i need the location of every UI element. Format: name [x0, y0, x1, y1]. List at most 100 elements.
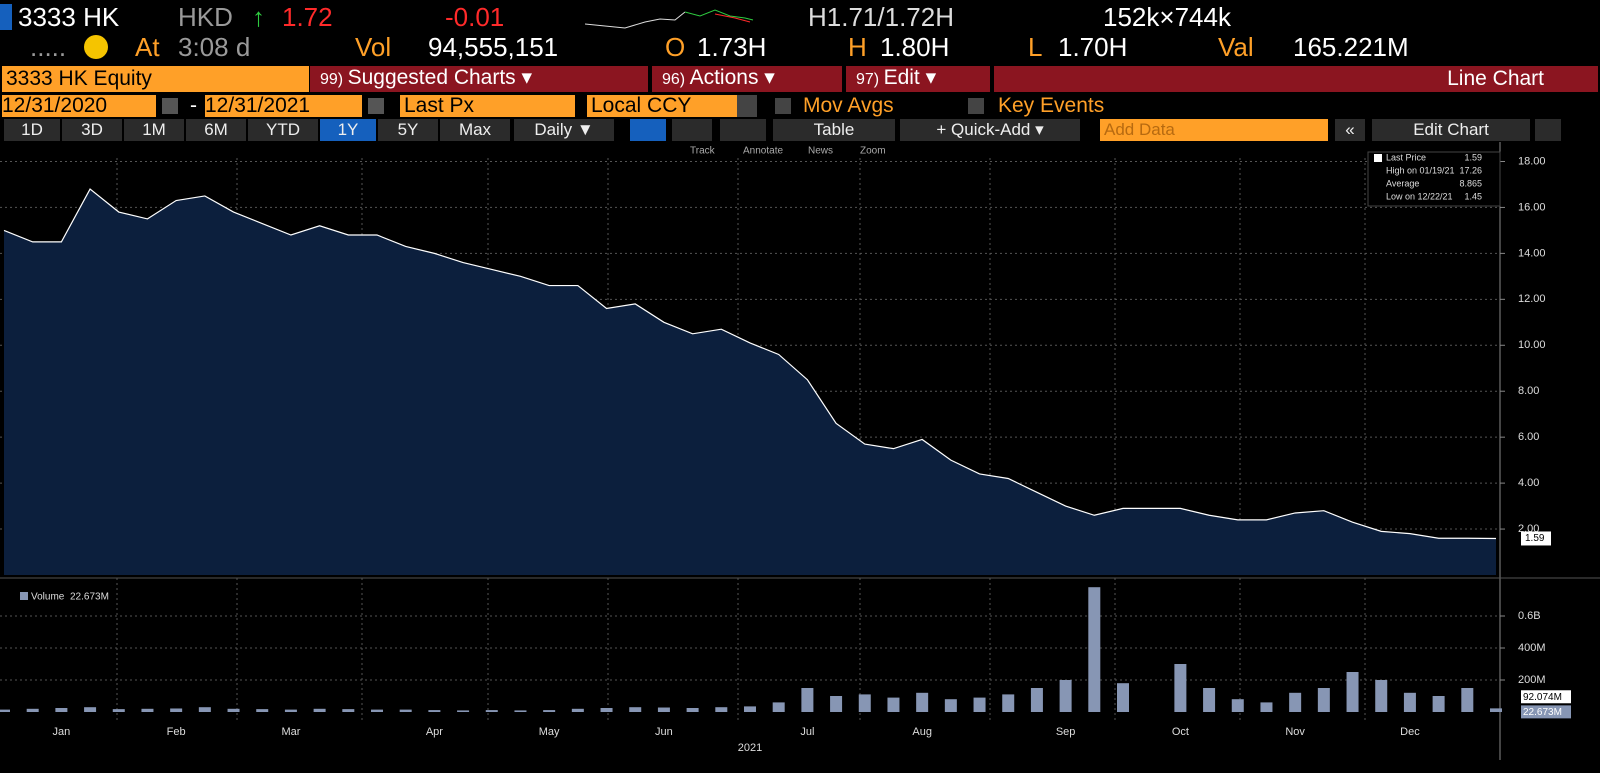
- avg-tag-label: 92.074M: [1523, 692, 1562, 703]
- num: 97): [856, 71, 880, 88]
- bar: [801, 688, 814, 712]
- period-button[interactable]: Max: [440, 119, 510, 141]
- add-data[interactable]: Add Data: [1100, 119, 1328, 141]
- x-tick-label: Nov: [1285, 726, 1305, 738]
- val: 165.221M: [1293, 32, 1409, 62]
- val-label: Val: [1218, 32, 1254, 62]
- end-date[interactable]: 12/31/2021: [205, 95, 362, 117]
- num: 96): [662, 71, 686, 88]
- y-tick-label: 18.00: [1518, 155, 1546, 167]
- bar: [1403, 692, 1416, 712]
- y-tick-label: 16.00: [1518, 201, 1546, 213]
- bar: [657, 707, 670, 712]
- arrow: ↑: [252, 2, 265, 32]
- bar: [284, 709, 297, 712]
- checkbox[interactable]: [775, 98, 791, 114]
- calendar-icon[interactable]: [162, 98, 178, 114]
- chart-type: Line Chart: [994, 66, 1598, 92]
- y-tick-label: 200M: [1518, 674, 1546, 686]
- bar: [485, 710, 498, 712]
- x-tick-label: Aug: [912, 726, 932, 738]
- bar: [744, 706, 756, 712]
- open-label: O: [665, 32, 686, 62]
- bar: [313, 708, 326, 712]
- table[interactable]: Table: [773, 119, 895, 141]
- bar: [830, 696, 843, 712]
- bar: [772, 702, 785, 712]
- period-button[interactable]: 3D: [62, 119, 122, 141]
- bar: [1088, 587, 1101, 712]
- settings[interactable]: [1535, 119, 1561, 141]
- bar: [571, 708, 584, 712]
- back[interactable]: «: [1335, 119, 1365, 141]
- bar: [916, 692, 929, 712]
- bar: [1432, 696, 1445, 712]
- chart-tool: Annotate: [743, 146, 783, 157]
- line: [3, 188, 1497, 540]
- legend-label: Low on 12/22/21: [1386, 191, 1453, 201]
- bar: [543, 710, 556, 712]
- last: 1.72: [282, 2, 333, 32]
- bar: [514, 710, 527, 712]
- currency-select[interactable]: Local CCY: [587, 95, 737, 117]
- security[interactable]: 3333 HK Equity: [2, 66, 309, 92]
- period-button[interactable]: YTD: [248, 119, 318, 141]
- open: 1.73H: [697, 32, 767, 62]
- legend-label: Average: [1386, 178, 1419, 188]
- period-button[interactable]: 5Y: [378, 119, 438, 141]
- bar: [1461, 688, 1474, 712]
- frequency[interactable]: Daily ▼: [514, 119, 614, 141]
- quick-add[interactable]: + Quick-Add ▾: [900, 119, 1080, 141]
- x-tick-label: Feb: [167, 726, 186, 738]
- mov-avgs[interactable]: Mov Avgs: [803, 94, 894, 117]
- field[interactable]: Last Px: [400, 95, 575, 117]
- bar: [256, 709, 269, 712]
- bar: [0, 709, 10, 712]
- separator: -: [190, 94, 197, 117]
- ticker: 3333 HK: [18, 2, 120, 32]
- low-label: L: [1028, 32, 1043, 62]
- bar: [715, 707, 728, 712]
- last-vol-label: 22.673M: [1523, 707, 1562, 718]
- period-button[interactable]: 6M: [186, 119, 246, 141]
- edit-chart[interactable]: Edit Chart: [1372, 119, 1530, 141]
- y-tick-label: 14.00: [1518, 247, 1546, 259]
- line-icon[interactable]: [630, 119, 666, 141]
- bar: [1231, 699, 1244, 712]
- y-tick-label: 400M: [1518, 642, 1546, 654]
- calendar-icon[interactable]: [368, 98, 384, 114]
- period-button[interactable]: 1Y: [320, 119, 376, 141]
- bar-icon[interactable]: [672, 119, 712, 141]
- bar: [1346, 672, 1359, 712]
- legend-label: Volume: [31, 592, 65, 603]
- bar: [170, 708, 183, 712]
- x-tick-label: May: [539, 726, 560, 738]
- x-tick-label: Dec: [1400, 726, 1420, 738]
- edit-menu[interactable]: 97) Edit ▾: [846, 66, 990, 92]
- period-button[interactable]: 1D: [4, 119, 60, 141]
- start-date[interactable]: 12/31/2020: [2, 95, 156, 117]
- period-button[interactable]: 1M: [124, 119, 184, 141]
- legend-value: 1.45: [1464, 191, 1482, 201]
- y-tick-label: 12.00: [1518, 293, 1546, 305]
- bar: [1490, 708, 1502, 712]
- legend-value: 22.673M: [70, 592, 109, 603]
- bar: [1002, 694, 1015, 712]
- checkbox[interactable]: [968, 98, 984, 114]
- more[interactable]: [720, 119, 766, 141]
- bar: [141, 708, 154, 712]
- chart-tool: Track: [690, 146, 716, 157]
- actions-menu[interactable]: 96) Actions ▾: [652, 66, 842, 92]
- chart-tool: News: [808, 146, 833, 157]
- bar: [629, 707, 642, 712]
- vol: 94,555,151: [428, 32, 559, 62]
- x-tick-label: Apr: [426, 726, 443, 738]
- y-tick-label: 4.00: [1518, 477, 1539, 489]
- dropdown[interactable]: [737, 95, 757, 117]
- key-events[interactable]: Key Events: [998, 94, 1105, 117]
- currency: HKD: [178, 2, 233, 32]
- bar: [944, 699, 957, 712]
- suggested-menu[interactable]: 99) Suggested Charts ▾: [310, 66, 648, 92]
- bar: [428, 710, 441, 712]
- bar: [600, 708, 613, 712]
